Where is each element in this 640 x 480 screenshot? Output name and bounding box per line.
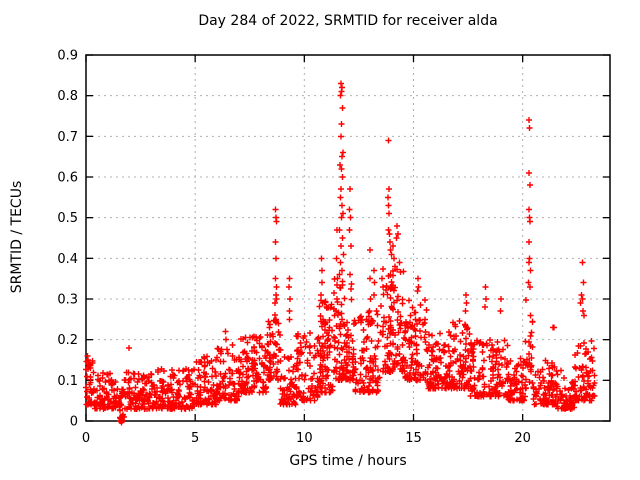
chart-title: Day 284 of 2022, SRMTID for receiver ald… [198, 13, 498, 29]
y-tick-label: 0.4 [57, 252, 78, 267]
y-tick-label: 0.8 [57, 89, 78, 104]
y-tick-label: 0.1 [57, 374, 78, 389]
y-tick-label: 0 [70, 415, 78, 430]
y-tick-label: 0.6 [57, 171, 78, 186]
y-tick-label: 0.7 [57, 130, 78, 145]
x-tick-label: 5 [191, 431, 199, 446]
y-tick-label: 0.3 [57, 293, 78, 308]
plot-frame [85, 54, 611, 422]
y-tick-label: 0.2 [57, 333, 78, 348]
y-axis-label: SRMTID / TECUs [9, 180, 25, 294]
y-tick-label: 0.9 [57, 49, 78, 64]
x-tick-label: 20 [514, 431, 531, 446]
x-axis-label: GPS time / hours [289, 453, 407, 469]
x-tick-label: 0 [82, 431, 90, 446]
y-tick-label: 0.5 [57, 211, 78, 226]
scatter-points [83, 80, 598, 426]
x-tick-label: 15 [405, 431, 422, 446]
x-tick-label: 10 [296, 431, 313, 446]
